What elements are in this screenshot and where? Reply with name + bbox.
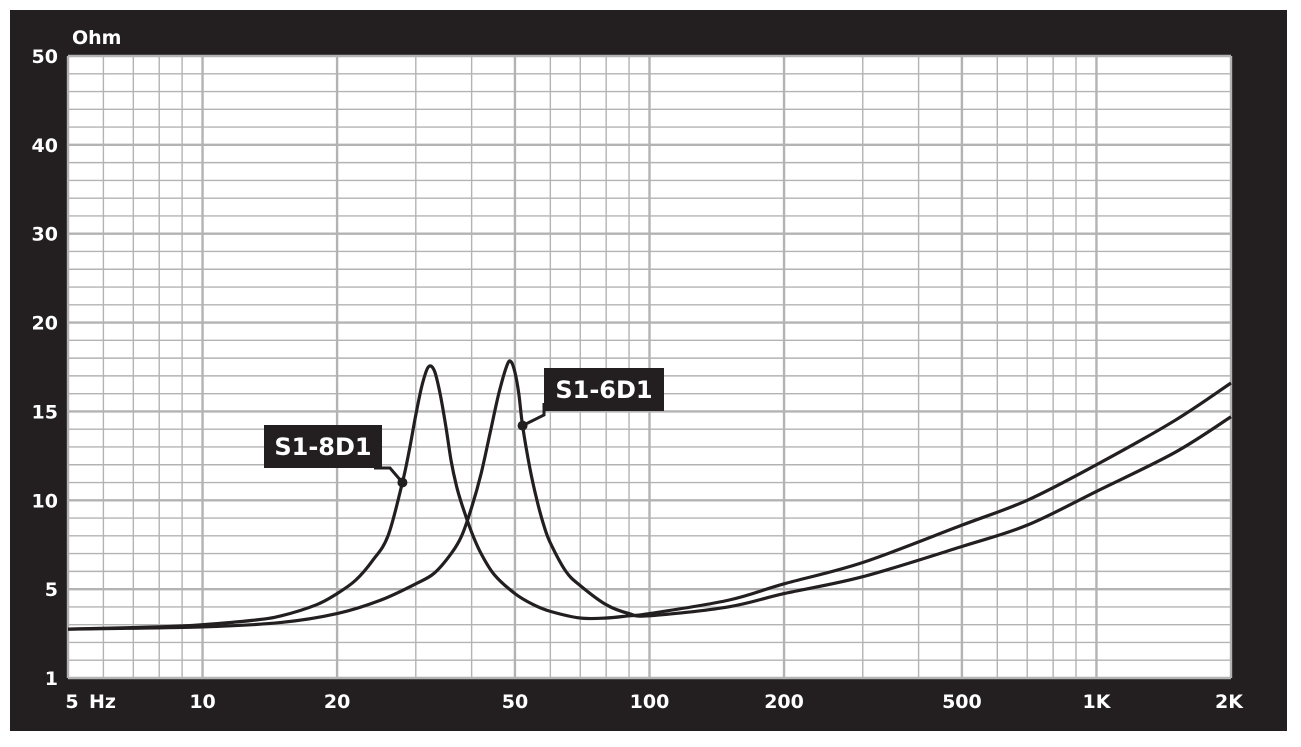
y-tick-label: 30 [32,224,58,246]
x-tick-label: 2K [1215,691,1244,713]
series-label-box [544,368,664,411]
y-tick-label: 20 [32,313,58,335]
callout-dot [397,477,408,488]
series-label: S1-8D1 [274,433,371,461]
x-tick-label: 20 [324,691,350,713]
series-line-s1-6d1 [67,359,1232,631]
x-tick-label: 200 [764,691,804,713]
x-tick-label: 10 [189,691,215,713]
y-axis-unit-label: Ohm [72,27,121,49]
y-tick-label: 50 [32,46,58,68]
series-labels: S1-8D1 S1-6D1 [264,368,664,488]
x-axis-unit-label: Hz [89,691,116,713]
y-tick-label: 5 [45,579,58,601]
x-tick-label: 500 [942,691,982,713]
y-tick-label: 1 [45,668,58,690]
y-tick-label: 15 [32,401,58,423]
x-tick-label: 100 [630,691,670,713]
x-tick-label: 50 [502,691,528,713]
y-tick-label: 10 [32,490,58,512]
series-line-s1-8d1 [67,364,1232,631]
y-tick-label: 40 [32,135,58,157]
x-tick-label: 1K [1082,691,1111,713]
series-label-box [264,425,382,468]
series [67,359,1232,631]
chart-frame: 1 5 10 15 20 30 40 50 5 10 20 50 100 200 500 1K 2K Hz Ohm… [10,10,1287,731]
callout-dot [517,420,528,431]
series-label: S1-6D1 [555,376,652,404]
x-tick-label: 5 [65,691,78,713]
